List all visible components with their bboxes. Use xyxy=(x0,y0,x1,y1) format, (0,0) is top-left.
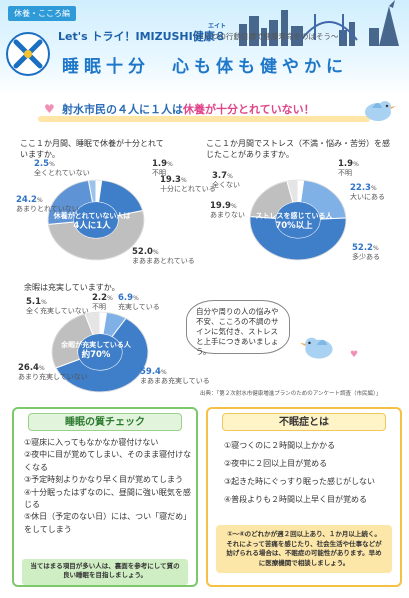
list-item: ②夜中に目が覚めてしまい、そのまま寝付けなくなる xyxy=(24,450,192,472)
list-item: ③起きた時にぐっすり眠った感じがしない xyxy=(224,477,376,486)
list-item: ①寝つくのに２時間以上かかる xyxy=(224,441,336,450)
donut-outline xyxy=(47,179,145,261)
list-item: ④普段よりも２時間以上早く目が覚める xyxy=(224,495,368,504)
sleep-check-title: 睡眠の質チェック xyxy=(28,413,182,431)
heart-icon-2: ♥ xyxy=(350,350,359,360)
bird-illustration xyxy=(365,101,396,121)
insomnia-list: ①寝つくのに２時間以上かかる ②夜中に２回以上目が覚める ③起きた時にぐっすり眠… xyxy=(224,437,400,509)
chart1-label-notmuch: 24.2% あまりとれていない xyxy=(16,195,79,213)
headline-text: 射水市民の４人に１人は休養が十分とれていない！ xyxy=(62,103,315,116)
chart1-donut xyxy=(47,179,145,261)
chart3-label-notmuch: 26.4% あまり充実していない xyxy=(18,363,88,381)
chart3-label-unknown: 2.2% 不明 xyxy=(92,293,113,311)
category-tag: 休養・こころ編 xyxy=(8,6,76,21)
slogan-ruby: エイト xyxy=(208,23,227,30)
chart2-label-none: 3.7% 全くない xyxy=(212,171,240,189)
header: 休養・こころ編 Let's トライ！IMIZUSHI健康８ エイト ～８つの行動… xyxy=(0,0,409,96)
donut-outline xyxy=(249,179,347,261)
donut-center xyxy=(276,202,320,238)
headline-underline xyxy=(38,116,370,122)
chart3-center-label: 余暇が充実している人 約70% xyxy=(61,341,131,360)
sleep-check-list: ①寝床に入ってもなかなか寝付けない ②夜中に目が覚めてしまい、そのまま寝付けなく… xyxy=(24,437,192,536)
chart1-label-enough: 19.3% 十分にとれている xyxy=(160,175,216,193)
source-note: 出典：「第２次射水市健康増進プランのためのアンケート調査（市民編）」 xyxy=(200,391,382,397)
chart2-label-alot: 22.3% 大いにある xyxy=(350,183,385,201)
headline: ♥ 射水市民の４人に１人は休養が十分とれていない！ xyxy=(38,100,370,122)
chart3-donut xyxy=(51,311,149,393)
chart1-center-label: 休養がとれていない人は 4人に1人 xyxy=(53,212,131,231)
list-item: ③予定時刻よりかなり早く目が覚めてしまう xyxy=(24,475,184,485)
insomnia-title: 不眠症とは xyxy=(222,413,386,431)
advice-bubble: 自分や周りの人の悩みや不安、こころの不調のサインに気付き、ストレスと上手につきあ… xyxy=(186,300,290,356)
chart2-label-notmuch: 19.9% あまりない xyxy=(210,201,245,219)
city-skyline-illustration xyxy=(239,0,399,46)
chart1-label-somewhat: 52.0% まあまあとれている xyxy=(132,247,195,265)
campaign-slogan: Let's トライ！IMIZUSHI健康８ エイト xyxy=(58,23,227,43)
list-item: ⑤休日（予定のない日）には、つい「寝だめ」をしてしまう xyxy=(24,512,192,534)
insomnia-note: ①～④のどれかが週２回以上あり、１か月以上続く。それによって苦痛を感じたり、社会… xyxy=(216,525,392,573)
chart2-donut xyxy=(249,179,347,261)
chart2-question: ここ１か月間でストレス（不満・悩み・苦労）を感じたことがありますか。 xyxy=(206,139,390,159)
bird-illustration-2 xyxy=(300,337,333,359)
chart3-label-somewhat: 59.4% まあまあ充実している xyxy=(140,367,210,385)
chart1-question: ここ１か月間、睡眠で休養が十分とれていますか。 xyxy=(20,139,164,159)
donut-center xyxy=(74,202,118,238)
chart2-label-unknown: 1.9% 不明 xyxy=(338,159,359,177)
chart1-label-none: 2.5% 全くとれていない xyxy=(34,159,90,177)
chart2-center-label: ストレスを感じている人 70%以上 xyxy=(255,212,333,231)
campaign-subtitle: ～８つの行動目標で健康寿命をのばそう～ xyxy=(196,32,339,41)
insomnia-box: 不眠症とは ①寝つくのに２時間以上かかる ②夜中に２回以上目が覚める ③起きた時… xyxy=(206,407,402,587)
chart3-label-full: 6.9% 充実している xyxy=(118,293,160,311)
page-title: 睡眠十分 心も体も健やかに xyxy=(62,57,348,77)
sleep-check-box: 睡眠の質チェック ①寝床に入ってもなかなか寝付けない ②夜中に目が覚めてしまい、… xyxy=(12,407,198,587)
list-item: ②夜中に２回以上目が覚める xyxy=(224,459,328,468)
donut-outline xyxy=(51,311,149,393)
list-item: ④十分眠ったはずなのに、昼間に強い眠気を感じる xyxy=(24,487,191,510)
chart3-question: 余暇は充実していますか。 xyxy=(24,283,120,292)
chart2-label-some: 52.2% 多少ある xyxy=(352,243,380,261)
city-mascot-logo xyxy=(6,32,50,76)
heart-icon: ♥ xyxy=(44,102,55,116)
chart3-label-none: 5.1% 全く充実していない xyxy=(26,297,89,315)
chart1-label-unknown: 1.9% 不明 xyxy=(152,159,173,177)
donut-center xyxy=(78,334,122,370)
list-item: ①寝床に入ってもなかなか寝付けない xyxy=(24,438,159,447)
sleep-check-note: 当てはまる項目が多い人は、裏面を参考にして質の良い睡眠を目指しましょう。 xyxy=(22,559,188,585)
